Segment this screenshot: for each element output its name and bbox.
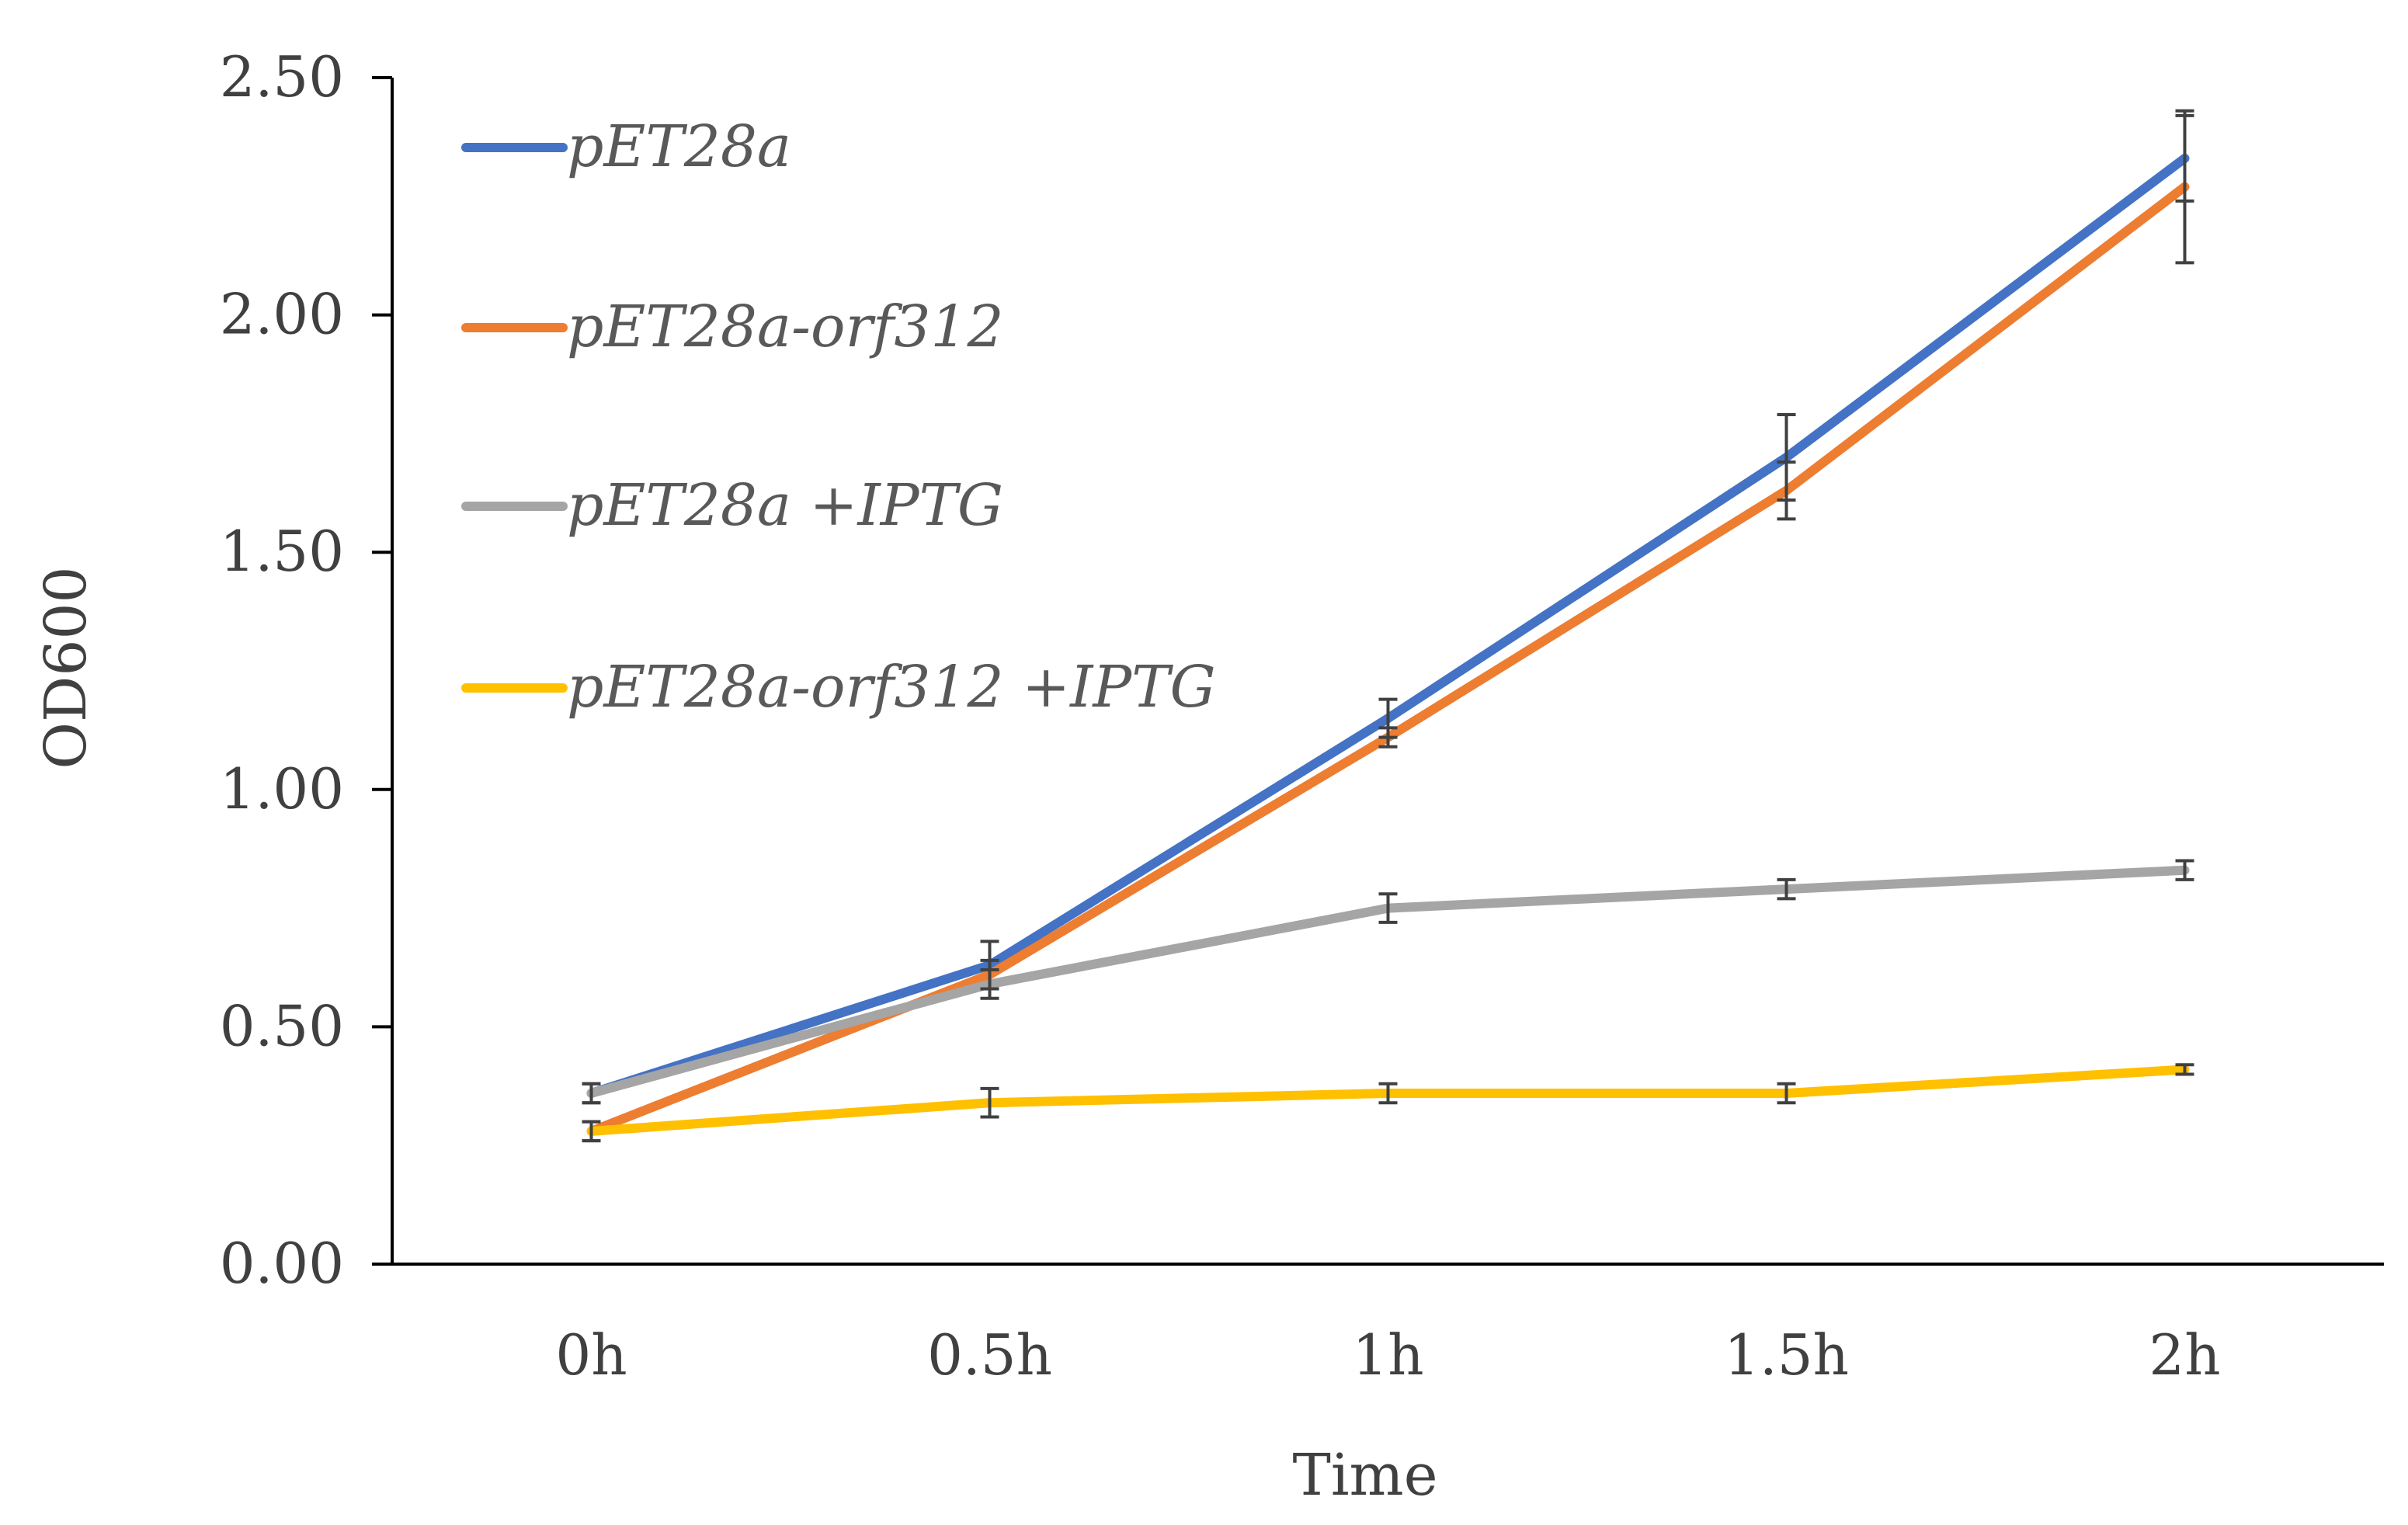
error-bar-pet28a-iptg xyxy=(582,1082,601,1105)
legend-label: pET28a-orf312 xyxy=(567,294,1004,360)
x-tick-label: 1.5h xyxy=(1724,1322,1849,1388)
x-tick-label: 0h xyxy=(555,1322,627,1388)
y-tick-label: 0.00 xyxy=(220,1231,344,1296)
legend-item-pet28a-orf312: pET28a-orf312 xyxy=(461,294,1004,360)
y-axis: 0.00 0.50 1.00 1.50 2.00 2.50 xyxy=(220,44,394,1296)
x-tick-label: 2h xyxy=(2149,1322,2220,1388)
x-axis: 0h 0.5h 1h 1.5h 2h xyxy=(392,1263,2384,1388)
legend-label: pET28a +IPTG xyxy=(567,472,1003,539)
y-axis-title: OD600 xyxy=(33,566,99,769)
error-bar-pet28a-orf312 xyxy=(1378,726,1398,749)
legend-item-pet28a: pET28a xyxy=(461,113,791,180)
y-tick-label: 1.00 xyxy=(220,756,344,822)
error-bar-pet28a-iptg xyxy=(980,968,999,1000)
legend-item-pet28a-iptg: pET28a +IPTG xyxy=(461,472,1003,539)
x-tick-label: 0.5h xyxy=(927,1322,1052,1388)
error-bar-pet28a-orf312 xyxy=(2175,109,2194,265)
x-axis-title: Time xyxy=(1293,1442,1438,1509)
error-bar-pet28a-iptg xyxy=(1378,892,1398,924)
error-bar-pet28a-orf312-iptg xyxy=(1777,1082,1796,1105)
x-tick-label: 1h xyxy=(1352,1322,1423,1388)
y-tick-label: 2.00 xyxy=(220,282,344,347)
error-bar-pet28a-orf312-iptg xyxy=(1378,1082,1398,1105)
y-tick-label: 1.50 xyxy=(220,519,344,584)
error-bar-pet28a-iptg xyxy=(2175,859,2194,881)
y-tick-label: 2.50 xyxy=(220,44,344,109)
plot-area xyxy=(582,109,2194,1143)
error-bar-pet28a-orf312 xyxy=(1777,460,1796,521)
legend-label: pET28a-orf312 +IPTG xyxy=(567,654,1216,721)
error-bar-pet28a-iptg xyxy=(1777,877,1796,901)
legend-item-pet28a-orf312-iptg: pET28a-orf312 +IPTG xyxy=(461,654,1216,721)
error-bar-pet28a-orf312-iptg xyxy=(2175,1063,2194,1076)
y-tick-label: 0.50 xyxy=(220,993,344,1058)
error-bar-pet28a-orf312-iptg xyxy=(980,1086,999,1119)
legend-label: pET28a xyxy=(567,113,791,180)
error-bar-pet28a-orf312-iptg xyxy=(582,1120,601,1143)
legend: pET28a pET28a-orf312 pET28a +IPTG pET28a-or… xyxy=(461,113,1216,721)
